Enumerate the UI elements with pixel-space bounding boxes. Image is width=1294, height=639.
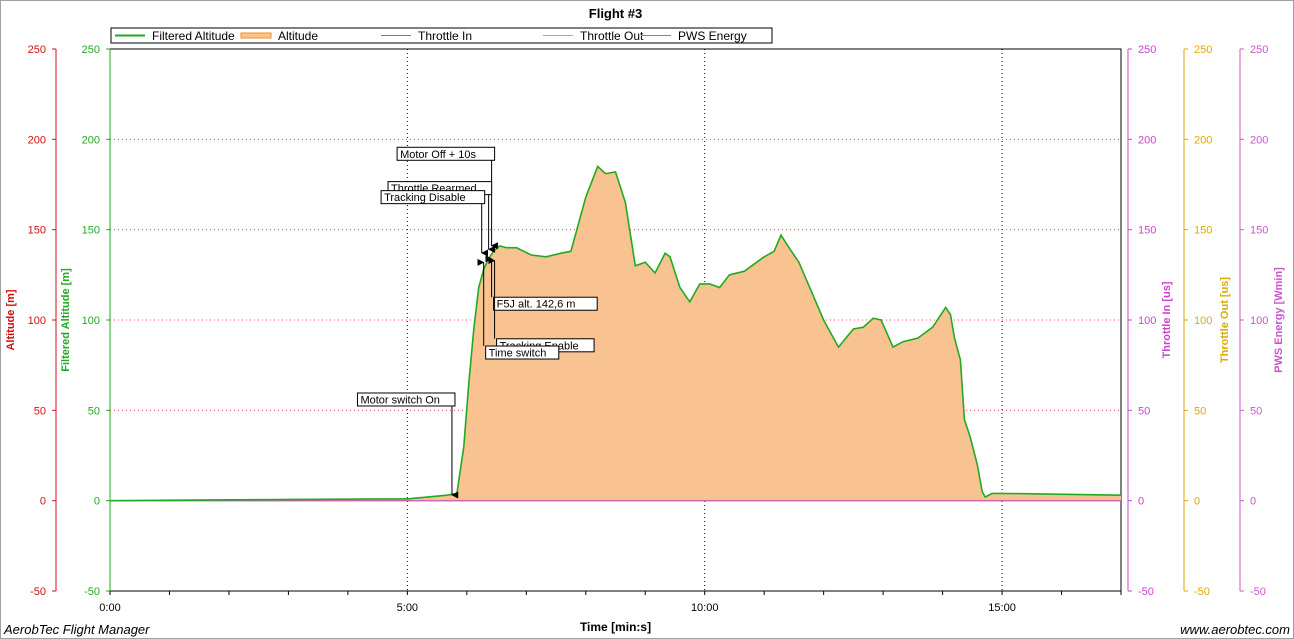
- y-tick-label-altitude: -50: [30, 586, 46, 598]
- annotation-label: Tracking Disable: [384, 192, 466, 204]
- y-tick-label-filtered: -50: [84, 586, 100, 598]
- series-area-altitude: [110, 166, 1121, 501]
- y-tick-label-filtered: 150: [82, 225, 100, 237]
- legend-swatch: [240, 32, 272, 39]
- legend-entry: PWS Energy: [678, 29, 747, 43]
- y-tick-label-throttle_out: 250: [1194, 44, 1212, 56]
- footer-app-name: AerobTec Flight Manager: [4, 622, 150, 637]
- y-tick-label-altitude: 150: [28, 225, 46, 237]
- y-tick-label-throttle_out: 50: [1194, 405, 1206, 417]
- x-axis-title: Time [min:s]: [580, 620, 651, 634]
- chart-title: Flight #3: [589, 6, 642, 21]
- y-tick-label-filtered: 100: [82, 315, 100, 327]
- y-tick-label-pws: 50: [1250, 405, 1262, 417]
- legend-entry: Throttle In: [418, 29, 472, 43]
- annotation-box: [356, 392, 456, 407]
- y-tick-label-throttle_in: 0: [1138, 496, 1144, 508]
- annotation-label: Time switch: [489, 348, 547, 360]
- y-tick-label-throttle_out: 100: [1194, 315, 1212, 327]
- legend-entry: Filtered Altitude: [152, 29, 235, 43]
- y-tick-label-pws: 200: [1250, 134, 1268, 146]
- y-tick-label-filtered: 50: [88, 405, 100, 417]
- y-tick-label-filtered: 0: [94, 496, 100, 508]
- y-tick-label-altitude: 100: [28, 315, 46, 327]
- annotation-box: [485, 345, 560, 360]
- y-tick-label-throttle_in: 50: [1138, 405, 1150, 417]
- annotation-box: [493, 296, 598, 311]
- annotation-label: Motor switch On: [360, 394, 439, 406]
- y-axis-title-throttle_in: Throttle In [us]: [1161, 281, 1173, 358]
- y-tick-label-altitude: 200: [28, 134, 46, 146]
- y-axis-title-altitude: Altitude [m]: [5, 289, 17, 350]
- y-tick-label-throttle_out: 0: [1194, 496, 1200, 508]
- y-tick-label-pws: -50: [1250, 586, 1266, 598]
- annotation-box: [380, 190, 486, 205]
- y-tick-label-altitude: 0: [40, 496, 46, 508]
- legend-entry: Throttle Out: [580, 29, 644, 43]
- y-tick-label-pws: 100: [1250, 315, 1268, 327]
- y-tick-label-pws: 0: [1250, 496, 1256, 508]
- y-tick-label-throttle_out: -50: [1194, 586, 1210, 598]
- annotation-label: F5J alt. 142,6 m: [497, 299, 576, 311]
- annotation-label: Motor Off + 10s: [400, 149, 476, 161]
- y-axis-title-throttle_out: Throttle Out [us]: [1219, 277, 1231, 363]
- y-axis-title-filtered: Filtered Altitude [m]: [60, 268, 72, 372]
- legend-box: [110, 27, 773, 44]
- y-tick-label-altitude: 250: [28, 44, 46, 56]
- x-tick-label: 0:00: [99, 602, 120, 614]
- y-tick-label-throttle_in: 100: [1138, 315, 1156, 327]
- y-tick-label-pws: 150: [1250, 225, 1268, 237]
- y-tick-label-throttle_out: 150: [1194, 225, 1212, 237]
- y-tick-label-throttle_out: 200: [1194, 134, 1212, 146]
- annotation-box: [396, 146, 496, 161]
- y-tick-label-throttle_in: 250: [1138, 44, 1156, 56]
- x-tick-label: 10:00: [691, 602, 719, 614]
- y-tick-label-throttle_in: 200: [1138, 134, 1156, 146]
- x-tick-label: 5:00: [397, 602, 418, 614]
- x-tick-label: 15:00: [988, 602, 1016, 614]
- y-tick-label-altitude: 50: [34, 405, 46, 417]
- y-tick-label-filtered: 200: [82, 134, 100, 146]
- y-tick-label-throttle_in: -50: [1138, 586, 1154, 598]
- y-tick-label-pws: 250: [1250, 44, 1268, 56]
- y-tick-label-throttle_in: 150: [1138, 225, 1156, 237]
- legend-entry: Altitude: [278, 29, 318, 43]
- footer-website[interactable]: www.aerobtec.com: [1180, 622, 1290, 637]
- y-axis-title-pws: PWS Energy [Wmin]: [1273, 267, 1285, 373]
- y-tick-label-filtered: 250: [82, 44, 100, 56]
- series-line-filtered-altitude: [109, 165, 1122, 502]
